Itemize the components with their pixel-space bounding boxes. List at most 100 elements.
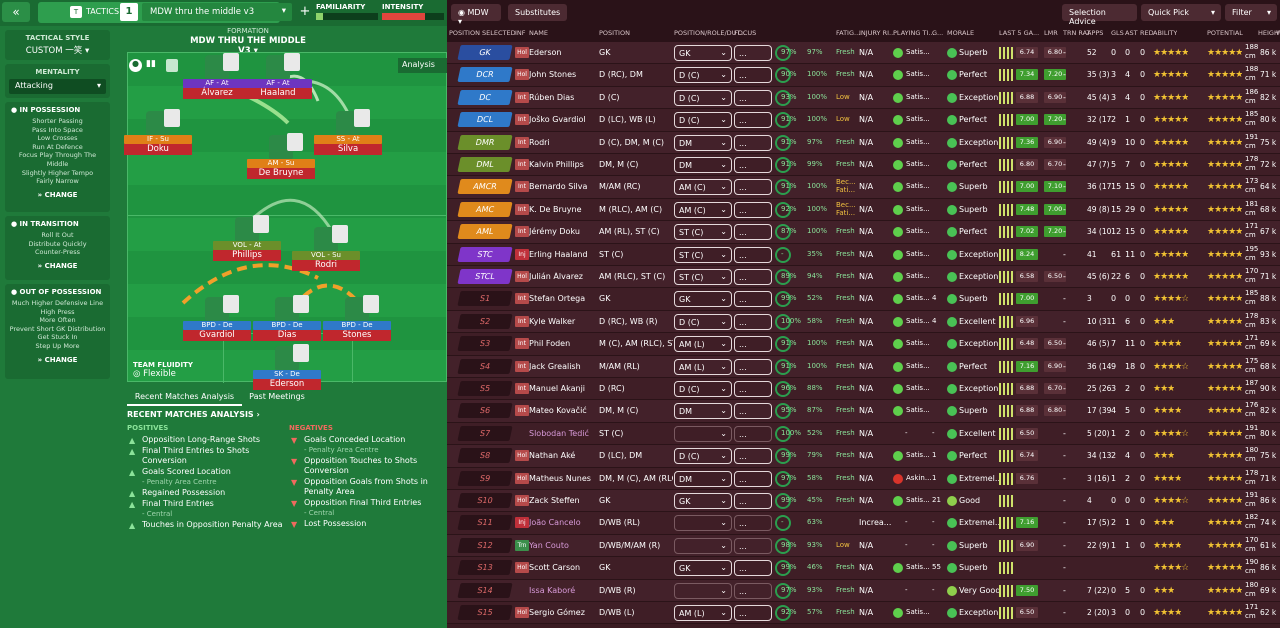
focus-dropdown[interactable]: ... [734, 493, 772, 509]
position-badge[interactable]: DMR [457, 134, 513, 150]
pitch-player[interactable]: BPD - De Stones [323, 295, 391, 345]
table-row[interactable]: S2 Int Kyle Walker D (RC), WB (R) D (C) ⌄... 1… [447, 310, 1280, 334]
selection-advice-button[interactable]: Selection Advice [1062, 4, 1137, 26]
column-header[interactable]: POSITION/ROLE/DUT... [674, 29, 746, 37]
position-badge[interactable]: S8 [457, 448, 513, 464]
focus-dropdown[interactable]: ... [734, 313, 772, 330]
position-badge[interactable]: S11 [457, 515, 513, 531]
position-badge[interactable]: S13 [457, 560, 513, 576]
pitch-player[interactable]: AM - Su De Bruyne [247, 133, 315, 183]
column-header[interactable]: FATIG... [836, 29, 861, 37]
table-row[interactable]: S1 Int Stefan Ortega GK GK ⌄... 99% 52% Fresh N/A… [447, 288, 1280, 311]
column-header[interactable]: LAST 5 GA... [999, 29, 1040, 37]
view-dropdown[interactable]: ◉ MDW ▾ [451, 4, 501, 26]
role-dropdown[interactable]: ST (C) ⌄ [674, 269, 732, 285]
column-header[interactable]: POSITION SELECTED [449, 29, 516, 37]
intensity-meter[interactable]: INTENSITY [382, 3, 444, 23]
focus-dropdown[interactable]: ... [734, 470, 772, 487]
tab-recent-matches[interactable]: Recent Matches Analysis [127, 392, 242, 406]
player-name[interactable]: Ederson [529, 48, 562, 57]
focus-dropdown[interactable]: ... [734, 515, 772, 532]
focus-dropdown[interactable]: ... [734, 45, 772, 61]
position-badge[interactable]: S2 [457, 313, 513, 329]
table-row[interactable]: S6 Int Mateo Kovačić DM, M (C) DM ⌄... 95% 87% F… [447, 400, 1280, 423]
role-dropdown[interactable]: AM (L) ⌄ [674, 358, 732, 375]
role-dropdown[interactable]: ⌄ [674, 582, 732, 599]
player-name[interactable]: Rúben Dias [529, 92, 575, 102]
player-name[interactable]: Rodri [529, 137, 550, 147]
role-dropdown[interactable]: D (C) ⌄ [674, 67, 732, 84]
recent-matches-analysis-link[interactable]: RECENT MATCHES ANALYSIS › [127, 410, 260, 419]
position-badge[interactable]: S5 [457, 381, 513, 396]
table-row[interactable]: DCL Int Joško Gvardiol D (LC), WB (L) D (C) ⌄… [447, 109, 1280, 132]
player-name[interactable]: Jérémy Doku [529, 227, 580, 237]
column-header[interactable]: APPS [1087, 29, 1104, 37]
column-header[interactable]: G... [932, 29, 944, 37]
column-header[interactable]: NAME [529, 29, 549, 37]
focus-dropdown[interactable]: ... [734, 582, 772, 599]
focus-dropdown[interactable]: ... [734, 291, 772, 308]
tab-past-meetings[interactable]: Past Meetings [245, 392, 309, 401]
table-row[interactable]: S9 Hol Matheus Nunes DM, M (C), AM (RLC) DM ⌄… [447, 467, 1280, 490]
column-header[interactable]: FOCUS [734, 29, 757, 37]
table-row[interactable]: AML Int Jérémy Doku AM (RL), ST (C) ST (C) ⌄.… [447, 221, 1280, 244]
table-row[interactable]: AMCR Int Bernardo Silva M/AM (RC) AM (C) ⌄...… [447, 176, 1280, 199]
position-badge[interactable]: DML [457, 157, 513, 172]
pitch-player[interactable]: BPD - De Dias [253, 295, 321, 345]
player-name[interactable]: Yan Couto [529, 540, 569, 550]
role-dropdown[interactable]: GK ⌄ [674, 291, 732, 308]
tactics-tab[interactable]: T TACTICS 1 MDW thru the middle v3 ▾ + [38, 2, 310, 23]
player-name[interactable]: Bernardo Silva [529, 182, 588, 192]
collapse-icon[interactable]: « [2, 2, 30, 22]
table-row[interactable]: DC Int Rúben Dias D (C) D (C) ⌄... 93% 100% Low N… [447, 86, 1280, 110]
table-row[interactable]: STCL Hol Julián Álvarez AM (RLC), ST (C) ST … [447, 266, 1280, 289]
focus-dropdown[interactable]: ... [734, 537, 772, 554]
column-header[interactable]: LMR [1044, 29, 1058, 37]
table-row[interactable]: STC Inj Erling Haaland ST (C) ST (C) ⌄... - 35%… [447, 243, 1280, 266]
player-name[interactable]: Stefan Ortega [529, 294, 586, 304]
position-badge[interactable]: S1 [457, 291, 513, 307]
table-row[interactable]: S12 Trn Yan Couto D/WB/M/AM (R) ⌄... 98% 93% Lo… [447, 534, 1280, 558]
table-row[interactable]: S10 Hol Zack Steffen GK GK ⌄... 99% 45% Fresh N/A… [447, 490, 1280, 513]
role-dropdown[interactable]: D (C) ⌄ [674, 313, 732, 330]
notes-icon[interactable] [166, 59, 178, 72]
column-header[interactable]: INJURY RI... [859, 29, 896, 37]
focus-dropdown[interactable]: ... [734, 112, 772, 129]
position-badge[interactable]: STC [457, 246, 513, 262]
table-row[interactable]: AMC Int K. De Bruyne M (RLC), AM (C) AM (C) ⌄… [447, 198, 1280, 222]
column-header[interactable]: MORALE [947, 29, 975, 37]
table-row[interactable]: S7 Slobodan Tedić ST (C) ⌄... 100% 52% Fresh N/… [447, 422, 1280, 446]
focus-dropdown[interactable]: ... [734, 448, 772, 465]
pitch-player[interactable]: VOL - Su Rodri [292, 225, 360, 275]
role-dropdown[interactable]: DM ⌄ [674, 470, 732, 487]
player-name[interactable]: Erling Haaland [529, 249, 588, 259]
table-row[interactable]: GK Hol Ederson GK GK ⌄... 97% 97% Fresh N/A Satis.… [447, 42, 1280, 65]
role-dropdown[interactable]: D (C) ⌄ [674, 381, 732, 397]
position-badge[interactable]: STCL [457, 269, 513, 284]
position-badge[interactable]: S12 [457, 537, 513, 553]
focus-dropdown[interactable]: ... [734, 403, 772, 420]
pitch-player[interactable]: SS - At Silva [314, 109, 382, 159]
pitch-player[interactable]: IF - Su Doku [124, 109, 192, 159]
player-name[interactable]: Kalvin Phillips [529, 160, 584, 169]
familiarity-meter[interactable]: FAMILIARITY [316, 3, 378, 23]
pitch-player[interactable]: BPD - De Gvardiol [183, 295, 251, 345]
role-dropdown[interactable]: GK ⌄ [674, 560, 732, 577]
player-name[interactable]: John Stones [529, 70, 577, 80]
position-badge[interactable]: S14 [457, 582, 513, 598]
mentality-dropdown[interactable]: Attacking ▾ [9, 79, 106, 94]
role-dropdown[interactable]: ST (C) ⌄ [674, 246, 732, 263]
player-name[interactable]: João Cancelo [529, 518, 581, 528]
stats-icon[interactable]: ▮▮ [146, 59, 156, 69]
column-header[interactable]: POTENTIAL [1207, 29, 1243, 37]
pitch-player[interactable]: VOL - At Phillips [213, 215, 281, 265]
position-badge[interactable]: S4 [457, 358, 513, 374]
role-dropdown[interactable]: AM (C) ⌄ [674, 201, 732, 218]
position-badge[interactable]: AMC [457, 201, 513, 217]
position-badge[interactable]: S3 [457, 336, 513, 352]
position-badge[interactable]: S15 [457, 605, 513, 620]
position-badge[interactable]: AMCR [457, 179, 513, 195]
add-tactic-button[interactable]: + [299, 4, 311, 19]
player-name[interactable]: Manuel Akanji [529, 384, 586, 393]
player-name[interactable]: Kyle Walker [529, 316, 576, 326]
